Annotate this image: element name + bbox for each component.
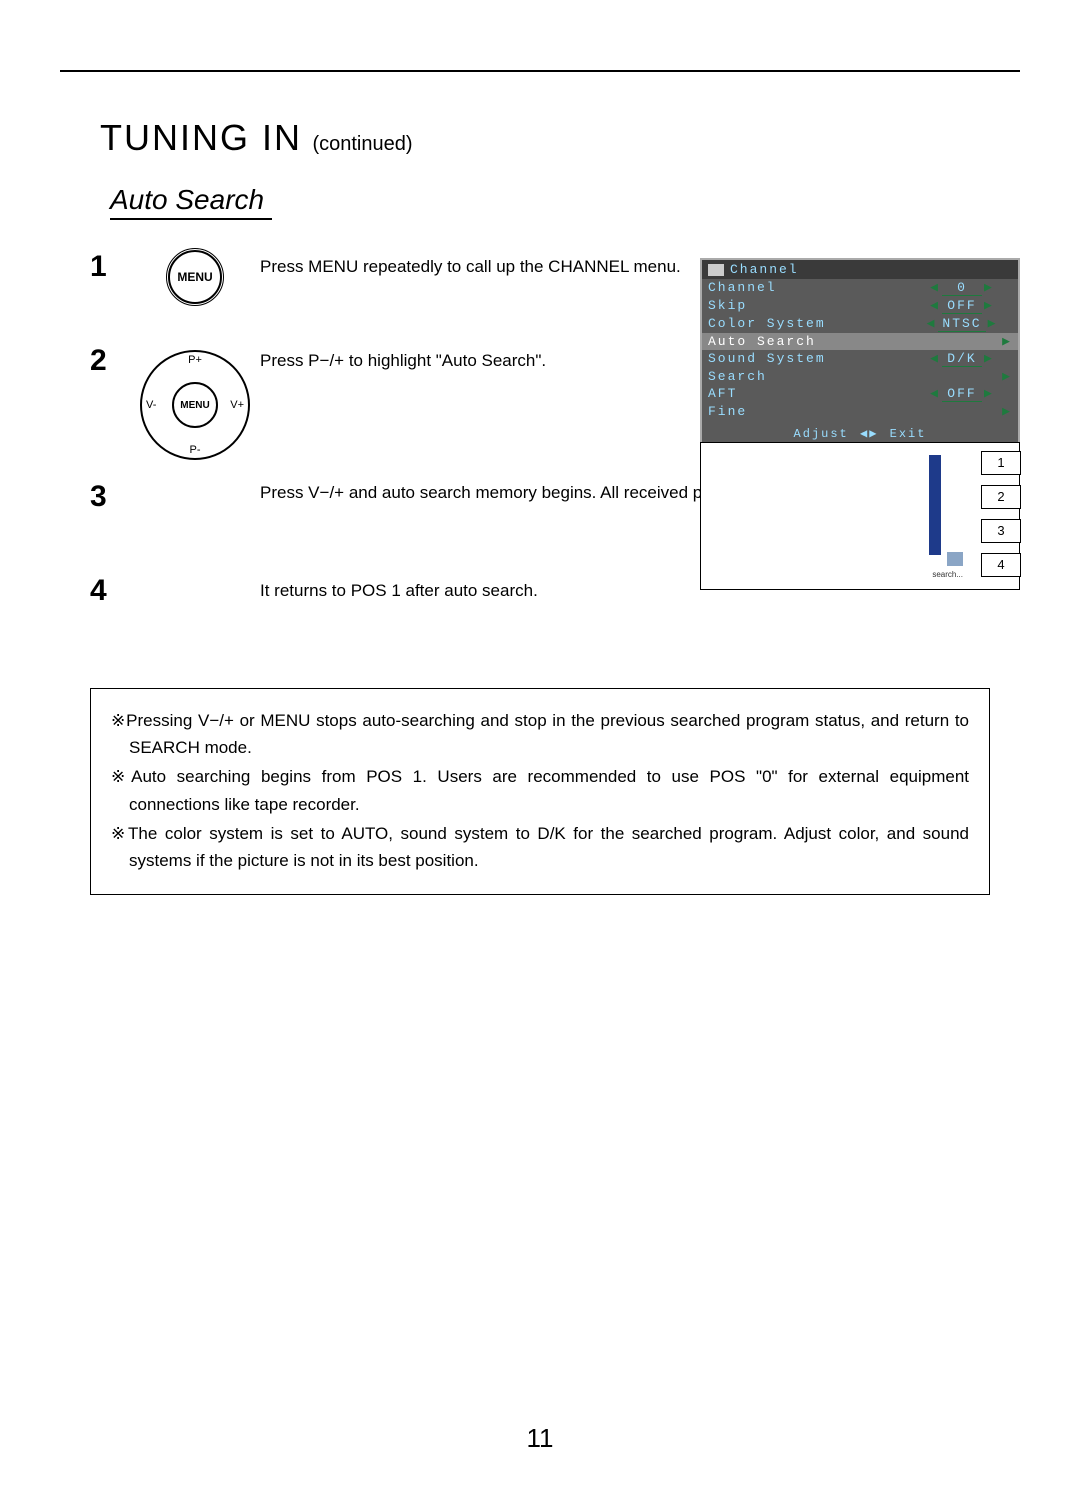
preview-progress-bar: [929, 455, 941, 555]
dpad-center-label: MENU: [172, 382, 218, 428]
remote-icon: ◀▶: [860, 427, 878, 441]
osd-row-value: ◀OFF▶: [912, 386, 1012, 402]
osd-row-label: Skip: [708, 298, 912, 314]
top-rule: [60, 70, 1020, 72]
osd-row-value: ◀0▶: [912, 280, 1012, 296]
note-3: ※The color system is set to AUTO, sound …: [111, 820, 969, 874]
preview-num-2: 2: [981, 485, 1021, 509]
step-1-icon: MENU: [130, 250, 260, 304]
osd-row: Fine▶: [702, 403, 1018, 420]
step-number: 2: [90, 344, 130, 378]
osd-row-label: Auto Search: [708, 334, 992, 349]
osd-row: Color System◀NTSC▶: [702, 315, 1018, 333]
osd-row-label: Search: [708, 369, 992, 384]
osd-row-value: ◀D/K▶: [912, 351, 1012, 367]
tv-icon: [708, 264, 724, 276]
chevron-right-icon: ▶: [992, 334, 1012, 349]
page-title-row: TUNING IN (continued): [100, 117, 1020, 159]
step-number: 4: [90, 574, 130, 608]
osd-header-label: Channel: [730, 262, 799, 277]
page-title-sub: (continued): [312, 133, 412, 155]
dpad-icon: MENU P+ P- V- V+: [140, 350, 250, 460]
dpad-left-label: V-: [146, 399, 156, 411]
dpad-top-label: P+: [188, 354, 202, 366]
osd-row: Sound System◀D/K▶: [702, 350, 1018, 368]
osd-row: Search▶: [702, 368, 1018, 385]
note-2: ※Auto searching begins from POS 1. Users…: [111, 763, 969, 817]
section-subtitle: Auto Search: [110, 184, 272, 220]
osd-channel-menu: Channel Channel◀0▶Skip◀OFF▶Color System◀…: [700, 258, 1020, 467]
step-number: 3: [90, 470, 130, 514]
chevron-right-icon: ▶: [992, 369, 1012, 384]
preview-search-label: search...: [932, 570, 963, 579]
osd-row-value: ◀OFF▶: [912, 298, 1012, 314]
step-number: 1: [90, 250, 130, 284]
osd-row-label: Color System: [708, 316, 912, 332]
osd-row-label: Fine: [708, 404, 992, 419]
search-preview: search... 1 2 3 4: [700, 442, 1020, 590]
osd-row: Auto Search▶: [702, 333, 1018, 350]
signal-icon: [947, 552, 963, 566]
chevron-right-icon: ▶: [992, 404, 1012, 419]
osd-footer-exit: Exit: [890, 427, 927, 441]
osd-footer-adjust: Adjust: [794, 427, 849, 441]
osd-row: Channel◀0▶: [702, 279, 1018, 297]
dpad-bottom-label: P-: [190, 444, 201, 456]
notes-box: ※Pressing V−/+ or MENU stops auto-search…: [90, 688, 990, 895]
preview-number-column: 1 2 3 4: [981, 451, 1021, 577]
preview-num-3: 3: [981, 519, 1021, 543]
note-1: ※Pressing V−/+ or MENU stops auto-search…: [111, 707, 969, 761]
osd-row-value: ◀NTSC▶: [912, 316, 1012, 332]
preview-status-icons: search...: [932, 552, 963, 579]
dpad-right-label: V+: [230, 399, 244, 411]
preview-num-1: 1: [981, 451, 1021, 475]
osd-header: Channel: [702, 260, 1018, 279]
menu-button-icon: MENU: [168, 250, 222, 304]
page-title: TUNING IN: [100, 117, 302, 158]
osd-row: Skip◀OFF▶: [702, 297, 1018, 315]
osd-row-label: AFT: [708, 386, 912, 402]
page-number: 11: [527, 1423, 554, 1454]
preview-num-4: 4: [981, 553, 1021, 577]
osd-row-label: Sound System: [708, 351, 912, 367]
step-2-3-icon: MENU P+ P- V- V+: [130, 344, 260, 460]
osd-row: AFT◀OFF▶: [702, 385, 1018, 403]
menu-button-label: MENU: [177, 270, 212, 284]
osd-row-label: Channel: [708, 280, 912, 296]
